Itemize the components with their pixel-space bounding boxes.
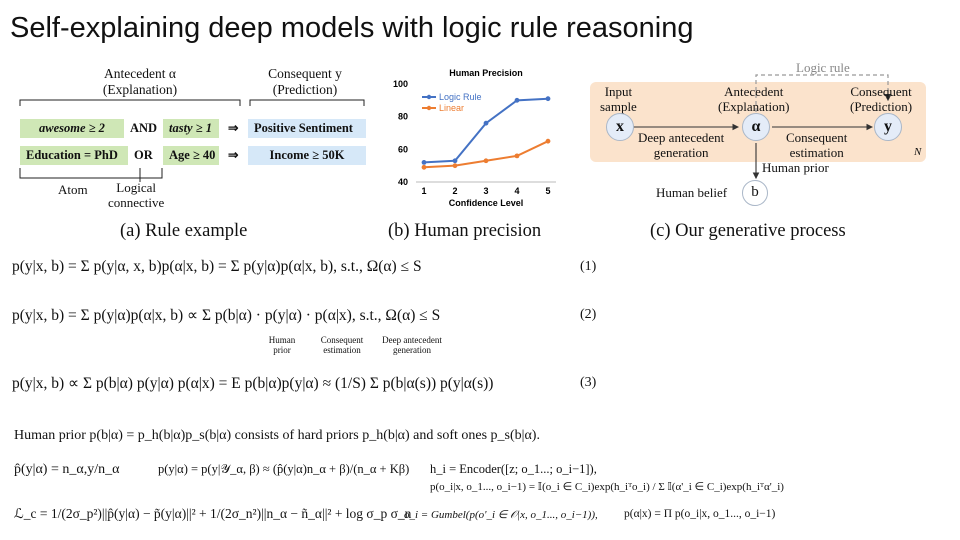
- process-arrows: [633, 74, 892, 180]
- cons-est-label: Consequent estimation: [786, 130, 848, 160]
- equation-1: p(y|x, b) = Σ p(y|α, x, b)p(α|x, b) = Σ …: [12, 258, 422, 275]
- logical-connective-label: Logical connective: [108, 180, 165, 210]
- data-point: [452, 158, 458, 164]
- legend-label: Linear: [439, 103, 464, 113]
- x-tick-label: 5: [545, 186, 550, 196]
- equation-2: p(y|x, b) = Σ p(y|α)p(α|x, b) ∝ Σ p(b|α)…: [12, 307, 441, 324]
- equation-ptilde: p(y|α) = p(y|𝒴_α, β) ≈ (p̂(y|α)n_α + β)/…: [158, 462, 410, 476]
- antecedent-node-label: Antecedent (Explanation): [718, 84, 790, 114]
- caption-b: (b) Human precision: [388, 221, 542, 241]
- y-tick-label: 40: [398, 177, 408, 187]
- input-sample-label: Input sample: [600, 84, 637, 114]
- chart-title: Human Precision: [449, 68, 523, 78]
- y-tick-label: 80: [398, 112, 408, 122]
- equation-3: p(y|x, b) ∝ Σ p(b|α) p(y|α) p(α|x) = E p…: [12, 375, 494, 392]
- atom-age: Age ≥ 40: [163, 146, 219, 165]
- data-point: [545, 138, 551, 144]
- consequent-node-label: Consequent (Prediction): [850, 84, 913, 114]
- human-prior-label: Human prior: [762, 160, 829, 175]
- atom-bracket: [19, 168, 163, 179]
- connective-and: AND: [130, 121, 158, 135]
- equation-3-number: (3): [580, 375, 597, 390]
- human-belief-label: Human belief: [656, 185, 728, 200]
- equation-po: p(o_i|x, o_1..., o_i−1) = 𝕀(o_i ∈ C_i)ex…: [430, 481, 784, 493]
- antecedent-header: Antecedent α (Explanation): [102, 66, 178, 97]
- y-tick-label: 60: [398, 144, 408, 154]
- equation-palpha: p(α|x) = Π p(o_i|x, o_1..., o_i−1): [624, 508, 776, 520]
- data-point: [545, 96, 551, 102]
- data-point: [514, 97, 520, 103]
- equation-2-number: (2): [580, 307, 597, 322]
- equation-phat: p̂(y|α) = n_α,y/n_α: [14, 462, 120, 477]
- x-tick-label: 1: [421, 186, 426, 196]
- slide-title: Self-explaining deep models with logic r…: [10, 12, 694, 44]
- equation-gumbel: o_i = Gumbel(p(o'_i ∈ 𝒪|x, o_1..., o_i−1…: [404, 509, 598, 521]
- data-point: [452, 163, 458, 169]
- y-tick-label: 100: [393, 79, 408, 89]
- human-prior-sentence: Human prior p(b|α) = p_h(b|α)p_s(b|α) co…: [14, 428, 540, 443]
- x-tick-label: 2: [452, 186, 457, 196]
- eq2-under-deep-gen: Deep antecedent generation: [382, 335, 442, 355]
- caption-c: (c) Our generative process: [650, 221, 846, 241]
- node-alpha: α: [742, 113, 770, 141]
- data-point: [514, 153, 520, 159]
- equation-1-number: (1): [580, 259, 597, 274]
- series-line-linear: [423, 140, 549, 169]
- human-precision-chart: Human Precision 40 60 80 100 1 2 3 4 5 Confidence …: [380, 60, 590, 250]
- deep-gen-label: Deep antecedent generation: [638, 130, 725, 160]
- consequent-header: Consequent y (Prediction): [268, 66, 342, 97]
- consequent-bracket: [249, 99, 365, 106]
- data-point: [421, 160, 427, 165]
- data-point: [421, 164, 427, 170]
- eq2-under-consequent: Consequent estimation: [320, 335, 364, 355]
- atom-label: Atom: [58, 182, 88, 197]
- consequent-income: Income ≥ 50K: [248, 146, 366, 165]
- equation-lc: ℒ_c = 1/(2σ_p²)||p̂(y|α) − p̃(y|α)||² + …: [14, 506, 412, 521]
- legend-marker: [426, 94, 432, 100]
- x-tick-label: 4: [514, 186, 519, 196]
- x-tick-label: 3: [483, 186, 488, 196]
- antecedent-bracket: [19, 99, 241, 106]
- atom-awesome: awesome ≥ 2: [20, 119, 124, 138]
- equation-h: h_i = Encoder([z; o_1...; o_i−1]),: [430, 462, 597, 476]
- data-point: [483, 158, 489, 164]
- connective-or: OR: [134, 148, 153, 162]
- rule-example-panel: Antecedent α (Explanation) Consequent y …: [0, 60, 380, 250]
- header-brackets: [19, 99, 365, 182]
- consequent-positive-sentiment: Positive Sentiment: [248, 119, 366, 138]
- implies-arrow-2: ⇒: [228, 148, 239, 162]
- node-y: y: [874, 113, 902, 141]
- chart-svg: Human Precision 40 60 80 100 1 2 3 4 5 Confidence …: [393, 68, 556, 208]
- node-b: b: [742, 180, 768, 206]
- generative-process-panel: Logic rule Input sample Antecedent (Expl…: [590, 56, 950, 250]
- eq2-under-human-prior: Human prior: [268, 335, 296, 355]
- data-point: [483, 120, 489, 126]
- node-x: x: [606, 113, 634, 141]
- implies-arrow-1: ⇒: [228, 121, 239, 135]
- plate-n-label: N: [914, 146, 922, 158]
- caption-a: (a) Rule example: [120, 221, 248, 241]
- legend-label: Logic Rule: [439, 92, 482, 102]
- atom-tasty: tasty ≥ 1: [163, 119, 219, 138]
- atom-education: Education = PhD: [20, 146, 128, 165]
- legend-marker: [426, 105, 432, 111]
- logic-rule-label: Logic rule: [796, 60, 850, 75]
- x-axis-label: Confidence Level: [449, 198, 524, 208]
